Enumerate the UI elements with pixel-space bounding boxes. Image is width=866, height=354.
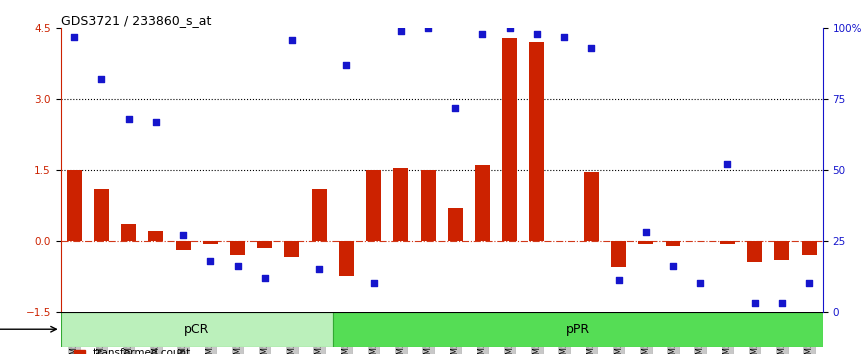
Text: GDS3721 / 233860_s_at: GDS3721 / 233860_s_at <box>61 14 211 27</box>
Bar <box>448 208 462 241</box>
Text: pPR: pPR <box>565 323 590 336</box>
Bar <box>284 241 300 257</box>
Bar <box>61 312 333 347</box>
Bar <box>67 170 81 241</box>
Point <box>611 278 625 283</box>
Text: transformed count: transformed count <box>94 348 191 354</box>
Bar <box>74 350 85 354</box>
Bar <box>720 241 735 245</box>
Bar <box>421 170 436 241</box>
Point <box>666 263 680 269</box>
Point <box>449 105 462 110</box>
Bar <box>257 241 272 248</box>
Bar <box>584 172 598 241</box>
Point <box>394 28 408 34</box>
Bar <box>366 170 381 241</box>
Point <box>122 116 136 122</box>
Point <box>747 300 761 306</box>
Point <box>94 76 108 82</box>
Point <box>721 161 734 167</box>
Point <box>313 266 326 272</box>
Bar <box>611 241 626 267</box>
Point <box>68 34 81 40</box>
Point <box>421 25 435 31</box>
Bar <box>94 189 109 241</box>
Point <box>802 280 816 286</box>
Bar <box>203 241 217 245</box>
Point <box>585 45 598 51</box>
Point <box>775 300 789 306</box>
Text: pCR: pCR <box>184 323 210 336</box>
Point <box>475 31 489 37</box>
Bar <box>802 241 817 255</box>
Point <box>176 232 190 238</box>
Point <box>694 280 708 286</box>
Point <box>258 275 272 280</box>
Point <box>230 263 244 269</box>
Bar <box>774 241 789 259</box>
Bar <box>176 241 191 250</box>
Point <box>149 119 163 125</box>
Bar <box>339 241 354 276</box>
Point <box>503 25 517 31</box>
Point <box>530 31 544 37</box>
Point <box>339 62 353 68</box>
Point <box>204 258 217 263</box>
Bar <box>148 231 164 241</box>
Bar <box>312 189 326 241</box>
Bar <box>747 241 762 262</box>
Point <box>285 37 299 42</box>
Point <box>639 229 653 235</box>
Bar <box>475 165 490 241</box>
Point <box>557 34 571 40</box>
Bar <box>121 224 136 241</box>
Bar <box>502 38 517 241</box>
Bar <box>393 167 408 241</box>
Point <box>366 280 380 286</box>
Bar <box>529 42 545 241</box>
Bar <box>333 312 823 347</box>
Bar <box>665 241 681 246</box>
Bar <box>230 241 245 255</box>
Bar <box>638 241 653 245</box>
